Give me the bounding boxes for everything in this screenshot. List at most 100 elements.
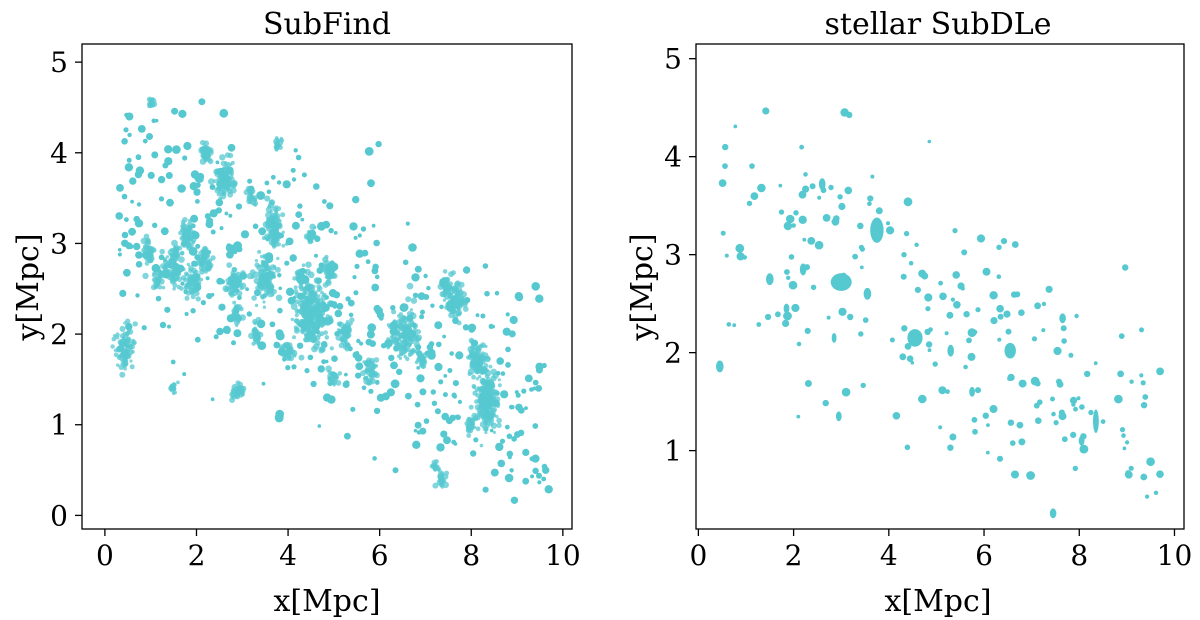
- data-point: [275, 143, 279, 147]
- data-point: [125, 242, 133, 250]
- data-point: [140, 237, 148, 245]
- data-point: [939, 292, 947, 301]
- data-point: [492, 430, 496, 434]
- data-point: [258, 264, 262, 269]
- data-point: [975, 387, 981, 394]
- data-point: [397, 337, 401, 342]
- data-point: [953, 301, 961, 309]
- data-point: [544, 485, 553, 494]
- x-tick-label: 6: [975, 539, 993, 572]
- data-point: [454, 281, 461, 288]
- data-point: [118, 364, 125, 370]
- data-point: [285, 237, 294, 246]
- data-point: [510, 496, 519, 504]
- data-point: [817, 195, 822, 200]
- data-point: [778, 183, 783, 188]
- data-point: [193, 188, 201, 196]
- data-point: [157, 175, 166, 184]
- data-point: [329, 371, 335, 377]
- data-point: [316, 267, 324, 274]
- data-point: [271, 232, 279, 239]
- data-point: [198, 265, 205, 271]
- data-point: [305, 331, 314, 340]
- data-point: [270, 237, 278, 245]
- data-point: [908, 260, 914, 266]
- data-point: [190, 290, 195, 295]
- data-point: [918, 269, 927, 278]
- data-point: [535, 385, 543, 392]
- data-point: [475, 313, 480, 318]
- data-point: [207, 158, 214, 165]
- data-point: [371, 267, 379, 275]
- data-point: [485, 423, 490, 428]
- data-point: [252, 318, 258, 325]
- data-point: [256, 191, 266, 200]
- data-point: [180, 222, 187, 230]
- data-point: [186, 227, 191, 233]
- data-point: [199, 147, 206, 154]
- data-point: [125, 322, 133, 331]
- data-point: [818, 178, 826, 191]
- data-point: [963, 311, 970, 318]
- data-point: [235, 203, 243, 210]
- data-point: [484, 398, 490, 405]
- data-point: [903, 197, 913, 207]
- data-point: [389, 321, 398, 330]
- data-point: [504, 473, 514, 483]
- data-point: [447, 368, 453, 373]
- data-point: [174, 253, 180, 258]
- data-point: [226, 250, 234, 259]
- data-point: [473, 367, 478, 373]
- data-point: [822, 399, 829, 407]
- data-point: [840, 272, 847, 279]
- data-point: [349, 222, 358, 231]
- data-point: [236, 246, 243, 253]
- data-point: [1156, 470, 1164, 479]
- data-point: [129, 177, 137, 185]
- data-point: [183, 141, 192, 151]
- data-point: [473, 437, 479, 443]
- data-point: [803, 172, 808, 177]
- data-point: [863, 287, 872, 300]
- data-point: [376, 393, 385, 402]
- data-point: [910, 360, 915, 365]
- data-point: [158, 274, 162, 279]
- x-tick-label: 6: [371, 539, 389, 572]
- data-point: [335, 380, 342, 386]
- data-point: [301, 263, 306, 268]
- data-point: [463, 306, 469, 312]
- data-point: [159, 248, 165, 255]
- data-point: [219, 279, 225, 285]
- data-point: [1049, 508, 1057, 519]
- data-point: [1011, 470, 1019, 479]
- data-point: [416, 430, 422, 435]
- data-point: [1122, 264, 1129, 271]
- data-point: [419, 314, 425, 320]
- data-point: [411, 322, 417, 328]
- data-point: [867, 195, 874, 202]
- data-point: [374, 274, 380, 280]
- data-point: [521, 388, 527, 394]
- data-point: [135, 166, 145, 175]
- data-point: [535, 294, 544, 303]
- data-point: [324, 295, 329, 300]
- data-point: [1007, 419, 1015, 426]
- data-point: [252, 200, 259, 207]
- y-tick-label: 4: [664, 141, 682, 174]
- data-point: [470, 354, 477, 360]
- x-tick-label: 8: [1070, 539, 1088, 572]
- data-point: [126, 329, 131, 334]
- data-point: [317, 308, 322, 312]
- x-tick-label: 2: [188, 539, 206, 572]
- data-point: [111, 336, 117, 342]
- data-point: [320, 324, 324, 328]
- data-point: [733, 124, 738, 129]
- data-point: [254, 289, 261, 297]
- data-point: [280, 212, 286, 218]
- data-point: [292, 276, 297, 281]
- data-point: [414, 265, 422, 273]
- data-point: [176, 284, 182, 290]
- data-point: [417, 292, 426, 300]
- data-point: [298, 354, 305, 361]
- data-point: [336, 321, 342, 327]
